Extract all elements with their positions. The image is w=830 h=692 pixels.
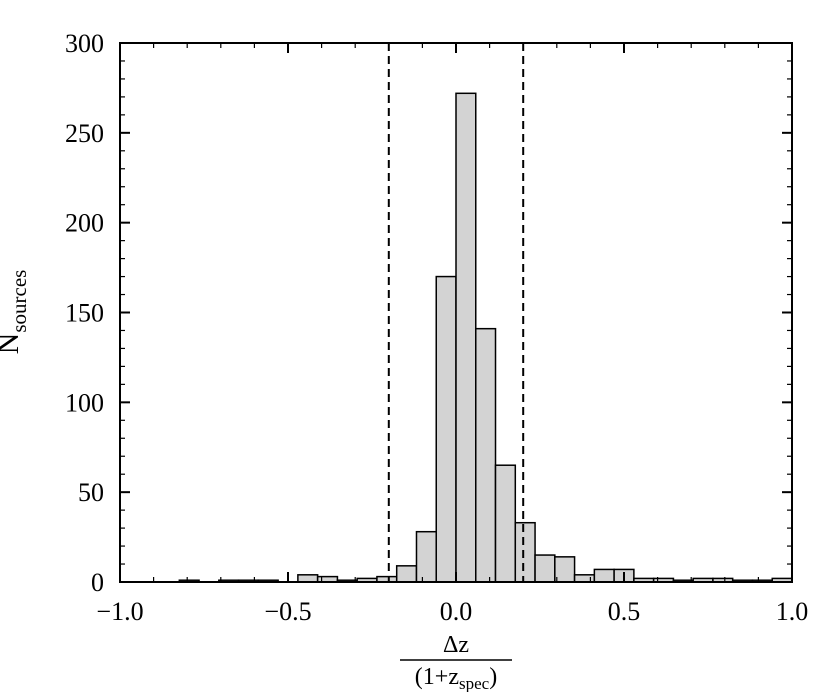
- bar: [573, 574, 596, 583]
- x-label-numerator: Δz: [443, 632, 469, 658]
- x-tick-label: 1.0: [776, 597, 809, 626]
- y-tick-label: 200: [65, 209, 104, 238]
- y-label-base: N: [0, 333, 25, 355]
- x-tick-label: −1.0: [96, 597, 143, 626]
- y-label-sub: sources: [7, 270, 31, 333]
- x-tick-label: 0.5: [608, 597, 641, 626]
- y-tick-label: 100: [65, 388, 104, 417]
- y-tick-label: 50: [78, 478, 104, 507]
- bar: [395, 565, 418, 583]
- bar: [455, 92, 477, 583]
- x-tick-label: −0.5: [264, 597, 311, 626]
- bar: [593, 568, 615, 583]
- bar: [494, 464, 517, 583]
- x-tick-label: 0.0: [440, 597, 473, 626]
- bar: [554, 556, 576, 583]
- x-label-denominator: (1+zspec): [415, 664, 497, 692]
- x-label-den-c: ): [489, 664, 497, 690]
- x-label-den-a: (1+z: [415, 664, 459, 690]
- y-tick-label: 150: [65, 299, 104, 328]
- bar: [297, 574, 319, 583]
- bar: [415, 530, 437, 583]
- bar: [475, 327, 497, 583]
- y-tick-label: 0: [91, 568, 104, 597]
- x-label-den-sub: spec: [459, 674, 490, 692]
- y-tick-label: 300: [65, 29, 104, 58]
- bar: [534, 554, 556, 583]
- y-tick-label: 250: [65, 119, 104, 148]
- bar: [435, 275, 457, 583]
- y-axis-label: Nsources: [0, 270, 31, 355]
- bar: [514, 521, 536, 583]
